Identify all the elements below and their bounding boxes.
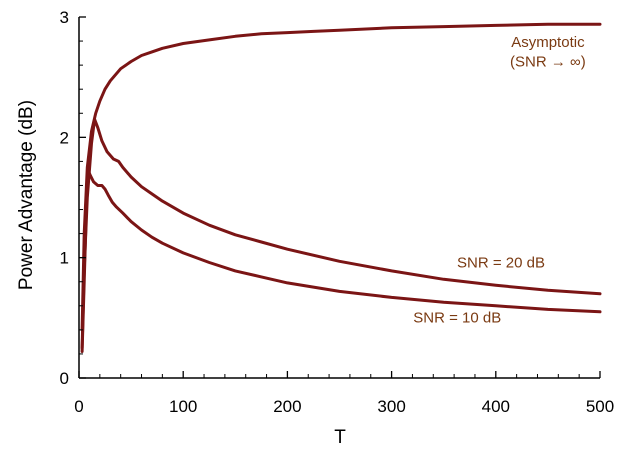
x-axis-title: T bbox=[334, 427, 346, 448]
series-line-3 bbox=[80, 169, 602, 353]
series-line-2 bbox=[80, 117, 602, 350]
y-tick-label: 3 bbox=[60, 8, 69, 27]
series-line-1 bbox=[80, 22, 602, 332]
series-annotation: (SNR → ∞) bbox=[510, 53, 586, 70]
x-tick-label: 500 bbox=[586, 397, 614, 416]
annotations: Asymptotic (SNR → ∞) SNR = 20 dB SNR = 10 d… bbox=[413, 34, 585, 327]
series-annotation: SNR = 10 dB bbox=[413, 310, 501, 327]
y-tick-label: 1 bbox=[60, 249, 69, 268]
y-tick-label: 2 bbox=[60, 128, 69, 147]
x-tick-label: 100 bbox=[169, 397, 197, 416]
axes bbox=[78, 17, 600, 379]
series-lines bbox=[80, 22, 602, 353]
series-annotation: SNR = 20 dB bbox=[457, 254, 545, 271]
x-tick-label: 0 bbox=[74, 397, 83, 416]
x-tick-label: 400 bbox=[482, 397, 510, 416]
y-axis-title: Power Advantage (dB) bbox=[16, 100, 37, 290]
x-tick-label: 200 bbox=[273, 397, 301, 416]
series-annotation: Asymptotic bbox=[511, 34, 585, 51]
y-tick-label: 0 bbox=[60, 369, 69, 388]
tick-labels: 0 100 200 300 400 500 0 1 2 3 bbox=[60, 8, 615, 416]
x-tick-label: 300 bbox=[377, 397, 405, 416]
tick-marks bbox=[78, 16, 601, 379]
